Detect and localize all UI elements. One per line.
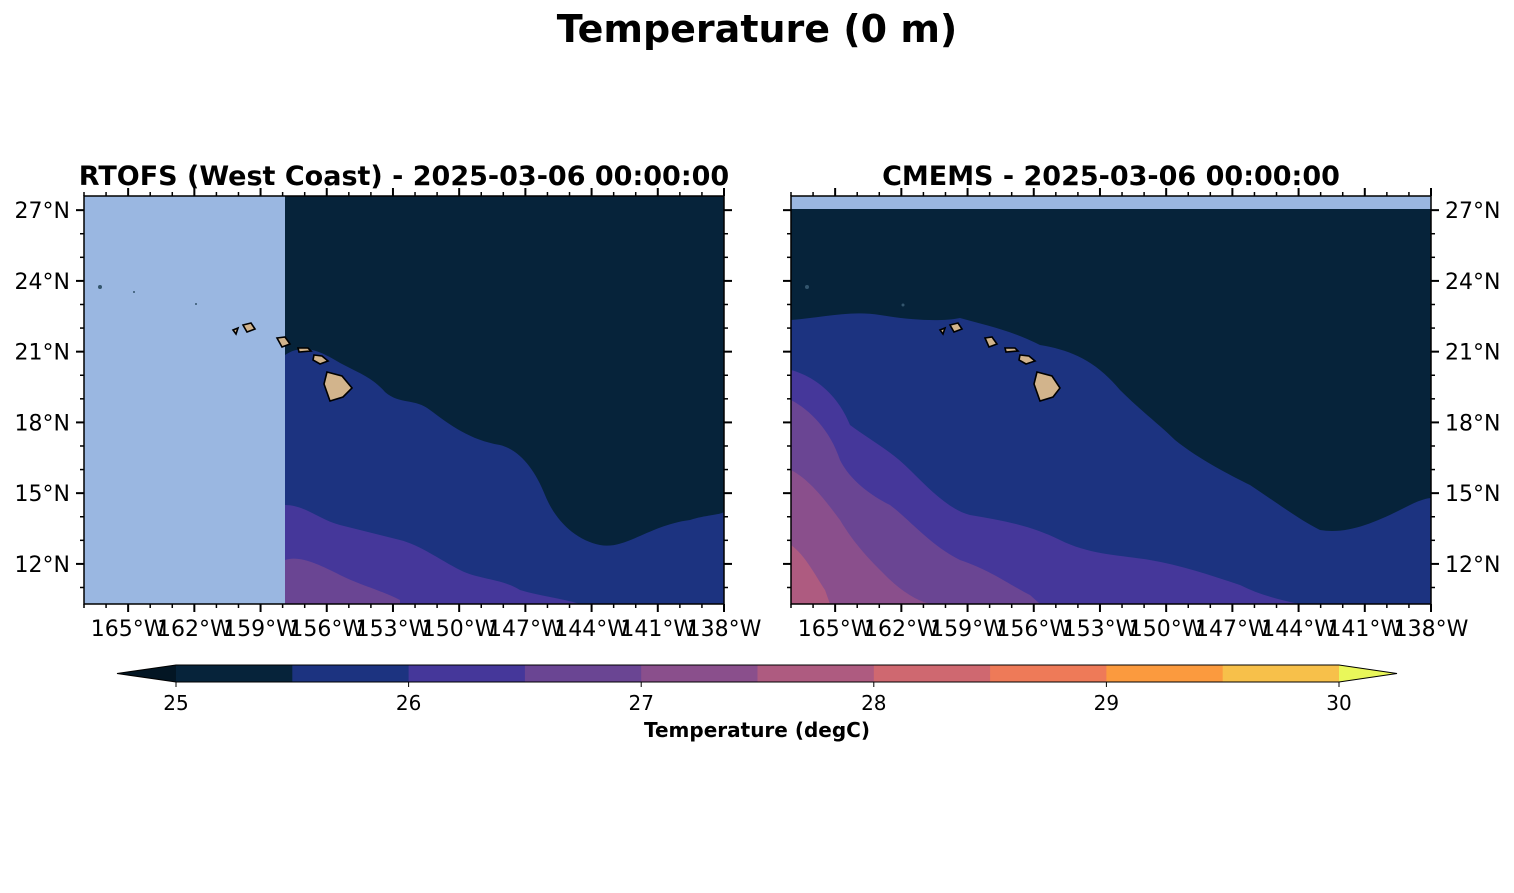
- islet-3-rtofs: [195, 303, 197, 305]
- colorbar-tick-label: 25: [163, 691, 188, 715]
- colorbar-tick-label: 27: [628, 691, 653, 715]
- colorbar-label: Temperature (degC): [644, 718, 870, 742]
- y-tick-label-cmems: 18°N: [1445, 411, 1500, 436]
- x-tick-label-rtofs: 144°W: [554, 617, 629, 642]
- x-tick-label-cmems: 138°W: [1394, 617, 1469, 642]
- island-kauai-rtofs: [241, 322, 257, 333]
- island-hawaii-big-cmems: [1033, 371, 1061, 402]
- temp-band-27-cmems: [791, 470, 930, 604]
- colorbar-tick-label: 30: [1326, 691, 1351, 715]
- y-tick-label-cmems: 21°N: [1445, 341, 1500, 366]
- islet-2-rtofs: [133, 291, 135, 293]
- y-tick-label-cmems: 24°N: [1445, 270, 1500, 295]
- colorbar-segment: [757, 665, 875, 682]
- island-oahu-rtofs: [275, 336, 292, 348]
- x-tick-label-rtofs: 147°W: [488, 617, 563, 642]
- colorbar-segment: [292, 665, 410, 682]
- y-tick-label-cmems: 12°N: [1445, 553, 1500, 578]
- figure-title: Temperature (0 m): [557, 7, 958, 51]
- colorbar-segment: [1222, 665, 1340, 682]
- x-axis-rtofs: 165°W162°W159°W156°W153°W150°W147°W144°W…: [83, 188, 762, 642]
- island-oahu-cmems: [983, 336, 999, 349]
- y-tick-label-cmems: 27°N: [1445, 199, 1500, 224]
- y-tick-label-rtofs: 21°N: [15, 341, 70, 366]
- x-tick-label-cmems: 144°W: [1261, 617, 1336, 642]
- colorbar-segment: [873, 665, 991, 682]
- nw-islets-rtofs: [98, 285, 197, 305]
- x-tick-label-cmems: 147°W: [1195, 617, 1270, 642]
- x-tick-label-cmems: 165°W: [798, 617, 873, 642]
- colorbar-segment: [524, 665, 642, 682]
- x-tick-label-rtofs: 153°W: [356, 617, 431, 642]
- y-tick-label-rtofs: 18°N: [15, 411, 70, 436]
- y-axis-cmems: 27°N 24°N 21°N 18°N 15°N 12°N: [783, 199, 1500, 589]
- island-maui-cmems: [1018, 354, 1037, 365]
- x-tick-label-rtofs: 150°W: [422, 617, 497, 642]
- colorbar-segment: [641, 665, 758, 682]
- x-tick-label-cmems: 141°W: [1327, 617, 1402, 642]
- y-tick-label-rtofs: 24°N: [15, 270, 70, 295]
- island-molokai-cmems: [1003, 347, 1020, 353]
- colorbar-tick-label: 28: [861, 691, 886, 715]
- colorbar-segment: [408, 665, 526, 682]
- colorbar-segment: [1106, 665, 1224, 682]
- island-niihau-cmems: [938, 326, 947, 336]
- island-niihau-rtofs: [231, 326, 240, 336]
- temp-band-27-5-cmems: [791, 545, 830, 604]
- temp-band-26-5-rtofs: [285, 558, 400, 604]
- x-tick-label-cmems: 153°W: [1063, 617, 1138, 642]
- map-panel-rtofs: RTOFS (West Coast) - 2025-03-06 00:00:00: [15, 161, 762, 642]
- x-tick-label-rtofs: 165°W: [91, 617, 166, 642]
- y-axis-rtofs: 27°N 24°N 21°N 18°N 15°N 12°N: [15, 199, 732, 589]
- colorbar-segment: [990, 665, 1107, 682]
- nw-islets-cmems: [805, 285, 905, 307]
- colorbar-under-extension: [117, 665, 176, 682]
- map-panel-cmems: CMEMS - 2025-03-06 00:00:00: [783, 161, 1500, 642]
- x-axis-cmems: 165°W162°W159°W156°W153°W150°W147°W144°W…: [790, 188, 1469, 642]
- map-frame-cmems: [790, 195, 1432, 605]
- temperature-field-cmems: [791, 209, 1431, 604]
- colorbar-ticks: 25 26 27 28 29 30: [163, 682, 1352, 715]
- colorbar-tick-label: 26: [396, 691, 421, 715]
- x-tick-label-rtofs: 138°W: [687, 617, 762, 642]
- x-tick-label-cmems: 150°W: [1129, 617, 1204, 642]
- island-hawaii-big-rtofs: [323, 371, 354, 402]
- panel-title-cmems: CMEMS - 2025-03-06 00:00:00: [882, 161, 1340, 192]
- colorbar-tick-label: 29: [1094, 691, 1119, 715]
- hawaii-land-rtofs: [231, 322, 354, 402]
- x-tick-label-rtofs: 162°W: [157, 617, 232, 642]
- x-tick-label-cmems: 156°W: [996, 617, 1071, 642]
- x-tick-label-rtofs: 159°W: [223, 617, 298, 642]
- islet-1-rtofs: [98, 285, 102, 289]
- y-tick-label-rtofs: 27°N: [15, 199, 70, 224]
- colorbar-segments: [176, 665, 1340, 682]
- islet-1-cmems: [805, 285, 809, 289]
- hawaii-land-cmems: [938, 322, 1061, 402]
- temperature-field-rtofs: [285, 196, 724, 604]
- island-kauai-cmems: [948, 322, 964, 333]
- colorbar: 25 26 27 28 29 30 Temperature (degC): [116, 664, 1398, 742]
- island-molokai-rtofs: [296, 347, 313, 353]
- island-maui-rtofs: [312, 354, 330, 365]
- y-tick-label-rtofs: 12°N: [15, 553, 70, 578]
- colorbar-over-extension: [1339, 665, 1397, 682]
- x-tick-label-cmems: 162°W: [864, 617, 939, 642]
- temp-band-26-rtofs: [285, 505, 580, 604]
- x-tick-label-rtofs: 156°W: [289, 617, 364, 642]
- x-tick-label-cmems: 159°W: [930, 617, 1005, 642]
- y-tick-label-rtofs: 15°N: [15, 482, 70, 507]
- panel-title-rtofs: RTOFS (West Coast) - 2025-03-06 00:00:00: [79, 161, 729, 192]
- colorbar-segment: [176, 665, 293, 682]
- x-tick-label-rtofs: 141°W: [620, 617, 695, 642]
- map-frame-rtofs: [83, 195, 725, 605]
- islet-2-cmems: [901, 303, 905, 307]
- y-tick-label-cmems: 15°N: [1445, 482, 1500, 507]
